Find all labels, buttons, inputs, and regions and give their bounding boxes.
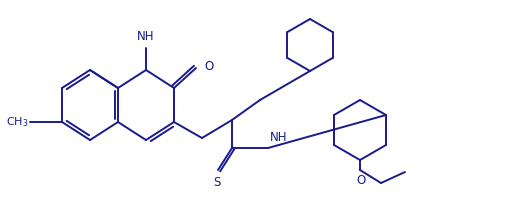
Text: O: O — [204, 60, 213, 74]
Text: O: O — [357, 174, 366, 187]
Text: S: S — [214, 176, 221, 189]
Text: NH: NH — [137, 30, 155, 43]
Text: NH: NH — [270, 131, 288, 144]
Text: CH$_3$: CH$_3$ — [5, 115, 28, 129]
